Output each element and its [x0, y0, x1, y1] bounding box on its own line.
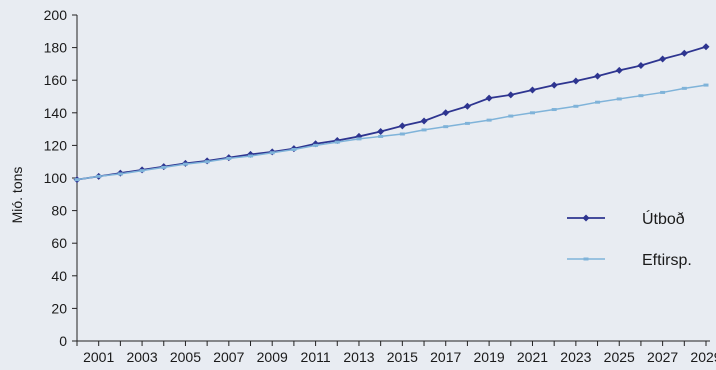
- y-axis-title: Mió. tons: [9, 167, 25, 224]
- data-point: [638, 94, 644, 98]
- x-tick-label: 2007: [213, 349, 244, 365]
- data-point: [248, 154, 254, 158]
- y-tick-label: 0: [59, 333, 67, 349]
- y-tick-label: 100: [44, 170, 68, 186]
- series-1: [73, 43, 710, 184]
- data-point: [594, 72, 602, 80]
- series-2: [74, 83, 709, 182]
- data-point: [399, 132, 405, 136]
- data-point: [463, 102, 471, 110]
- data-point: [528, 86, 536, 94]
- data-point: [485, 94, 493, 102]
- legend-marker: [583, 257, 589, 261]
- series-line: [76, 45, 707, 181]
- data-point: [660, 90, 666, 94]
- x-tick-label: 2009: [257, 349, 288, 365]
- data-point: [398, 122, 406, 130]
- x-tick-label: 2025: [604, 349, 635, 365]
- data-point: [464, 121, 470, 125]
- data-point: [421, 128, 427, 132]
- data-point: [139, 169, 145, 173]
- data-point: [356, 137, 362, 141]
- x-tick-label: 2023: [560, 349, 591, 365]
- legend-item: Útboð: [567, 209, 685, 228]
- x-axis: 2001 2003 2005 2007 2009 2011 2013 2015 2017 2019…: [76, 340, 716, 365]
- data-point: [420, 117, 428, 125]
- legend-label: Útboð: [642, 209, 685, 228]
- y-tick-label: 140: [44, 105, 68, 121]
- series-layer: [73, 43, 710, 184]
- x-tick-label: 2013: [343, 349, 374, 365]
- x-tick-label: 2027: [647, 349, 678, 365]
- data-point: [507, 91, 515, 99]
- x-tick-label: 2029: [690, 349, 716, 365]
- data-point: [508, 114, 514, 118]
- data-point: [572, 77, 580, 85]
- x-tick-label: 2005: [170, 349, 201, 365]
- data-point: [616, 97, 622, 101]
- data-point: [204, 160, 210, 164]
- data-point: [637, 62, 645, 70]
- data-point: [377, 128, 385, 136]
- data-point: [313, 143, 319, 147]
- data-point: [681, 86, 687, 90]
- data-point: [378, 134, 384, 138]
- data-point: [161, 165, 167, 169]
- x-tick-label: 2015: [387, 349, 418, 365]
- y-tick-label: 40: [51, 268, 67, 284]
- data-point: [74, 178, 80, 182]
- y-tick-label: 60: [51, 235, 67, 251]
- x-tick-label: 2019: [474, 349, 505, 365]
- data-point: [96, 174, 102, 178]
- legend-item: Eftirsp.: [567, 252, 692, 269]
- data-point: [182, 162, 188, 166]
- data-point: [529, 111, 535, 115]
- legend: Útboð Eftirsp.: [567, 209, 692, 269]
- y-tick-label: 200: [44, 7, 68, 23]
- data-point: [573, 104, 579, 108]
- data-point: [269, 151, 275, 155]
- data-point: [659, 55, 667, 63]
- legend-marker: [582, 214, 590, 222]
- data-point: [680, 49, 688, 57]
- y-tick-label: 20: [51, 300, 67, 316]
- data-point: [117, 172, 123, 176]
- x-tick-label: 2001: [83, 349, 114, 365]
- x-tick-label: 2003: [126, 349, 157, 365]
- data-point: [291, 147, 297, 151]
- x-tick-label: 2017: [430, 349, 461, 365]
- data-point: [226, 156, 232, 160]
- data-point: [551, 108, 557, 112]
- y-tick-label: 160: [44, 72, 68, 88]
- data-point: [486, 118, 492, 122]
- y-tick-label: 80: [51, 203, 67, 219]
- data-point: [550, 81, 558, 89]
- data-point: [595, 100, 601, 104]
- data-point: [442, 109, 450, 117]
- y-tick-label: 120: [44, 137, 68, 153]
- data-point: [334, 140, 340, 144]
- legend-label: Eftirsp.: [642, 252, 692, 269]
- data-point: [443, 125, 449, 129]
- data-point: [615, 66, 623, 74]
- x-tick-label: 2011: [301, 349, 331, 365]
- data-point: [702, 43, 710, 51]
- series-line: [76, 84, 707, 181]
- y-tick-label: 180: [44, 40, 68, 56]
- data-point: [703, 83, 709, 87]
- x-tick-label: 2021: [517, 349, 548, 365]
- y-axis: 0 20 40 60 80 100 120 140 160 180 200: [44, 7, 78, 349]
